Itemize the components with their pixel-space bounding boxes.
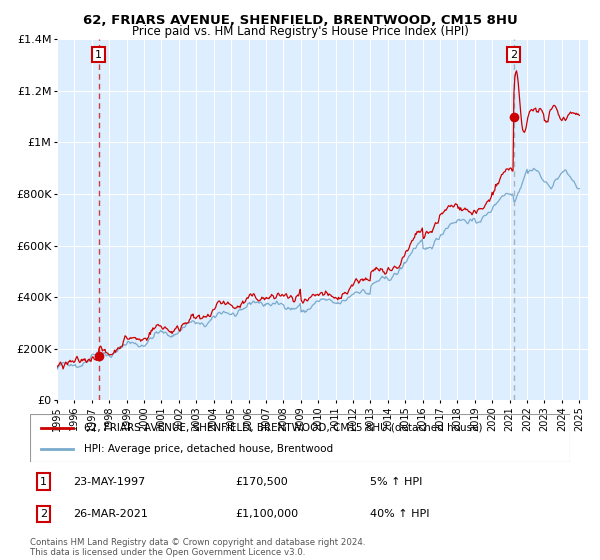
- Text: Price paid vs. HM Land Registry's House Price Index (HPI): Price paid vs. HM Land Registry's House …: [131, 25, 469, 38]
- Text: Contains HM Land Registry data © Crown copyright and database right 2024.
This d: Contains HM Land Registry data © Crown c…: [30, 538, 365, 557]
- Text: 2: 2: [510, 50, 517, 60]
- Text: £1,100,000: £1,100,000: [235, 509, 298, 519]
- Text: 2: 2: [40, 509, 47, 519]
- Text: HPI: Average price, detached house, Brentwood: HPI: Average price, detached house, Bren…: [84, 444, 333, 454]
- Text: £170,500: £170,500: [235, 477, 288, 487]
- Text: 23-MAY-1997: 23-MAY-1997: [73, 477, 145, 487]
- Text: 26-MAR-2021: 26-MAR-2021: [73, 509, 148, 519]
- Text: 5% ↑ HPI: 5% ↑ HPI: [370, 477, 422, 487]
- Text: 1: 1: [95, 50, 102, 60]
- Text: 40% ↑ HPI: 40% ↑ HPI: [370, 509, 430, 519]
- Text: 62, FRIARS AVENUE, SHENFIELD, BRENTWOOD, CM15 8HU: 62, FRIARS AVENUE, SHENFIELD, BRENTWOOD,…: [83, 14, 517, 27]
- Text: 62, FRIARS AVENUE, SHENFIELD, BRENTWOOD, CM15 8HU (detached house): 62, FRIARS AVENUE, SHENFIELD, BRENTWOOD,…: [84, 423, 482, 433]
- Text: 1: 1: [40, 477, 47, 487]
